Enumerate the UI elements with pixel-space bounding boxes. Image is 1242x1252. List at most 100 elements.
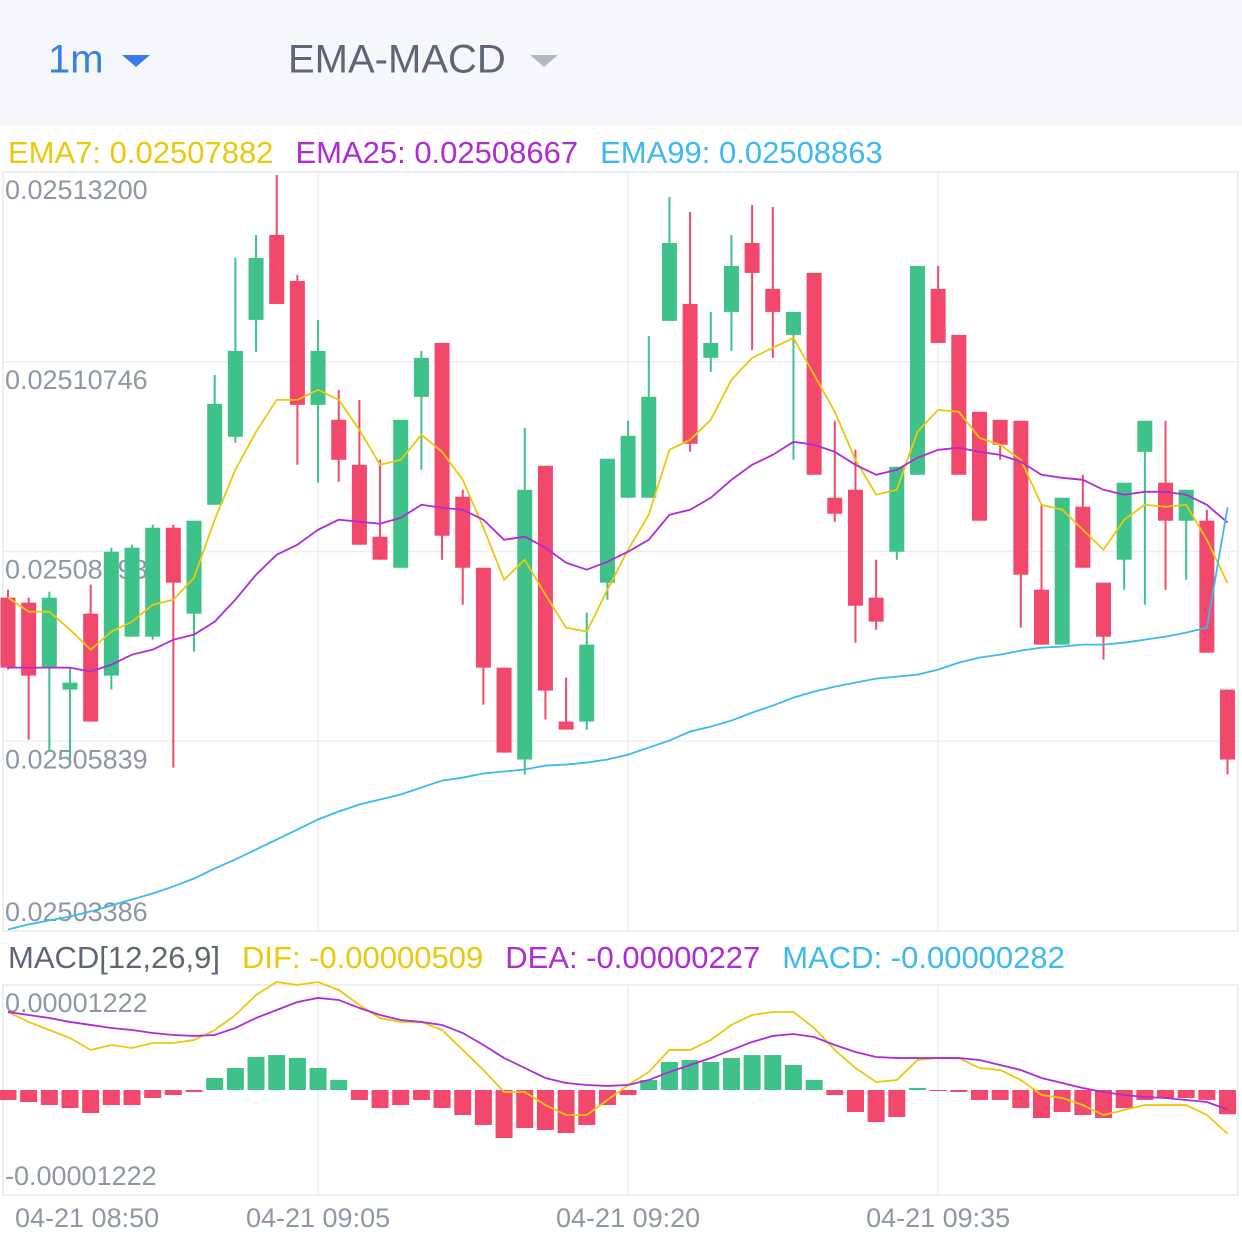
y-tick-label: 0.02513200 bbox=[5, 175, 148, 205]
histogram-bar bbox=[164, 1090, 182, 1095]
histogram-bar bbox=[784, 1064, 802, 1090]
candle-body bbox=[1096, 582, 1112, 637]
candle-body bbox=[1054, 497, 1070, 645]
candle-body bbox=[248, 257, 264, 320]
candle-body bbox=[331, 419, 347, 460]
interval-dropdown-arrow[interactable] bbox=[122, 55, 150, 67]
candle-body bbox=[393, 419, 409, 568]
histogram-bar bbox=[40, 1090, 58, 1106]
histogram-bar bbox=[309, 1068, 327, 1090]
candle-body bbox=[1158, 482, 1174, 521]
candle-body bbox=[351, 464, 367, 545]
indicator-selector[interactable]: EMA-MACD bbox=[288, 38, 506, 82]
candle-body bbox=[620, 435, 636, 498]
histogram-bar bbox=[722, 1057, 740, 1090]
candle-body bbox=[703, 342, 719, 358]
candle-body bbox=[434, 342, 450, 536]
y-tick-label: -0.00001222 bbox=[5, 1161, 157, 1191]
candle-body bbox=[517, 489, 533, 760]
x-tick-label: 04-21 08:50 bbox=[15, 1203, 159, 1233]
candle-body bbox=[186, 520, 202, 614]
histogram-bar bbox=[598, 1090, 616, 1106]
histogram-bar bbox=[123, 1090, 141, 1106]
x-tick-label: 04-21 09:35 bbox=[866, 1203, 1010, 1233]
candle-body bbox=[83, 613, 99, 722]
candle-body bbox=[1220, 689, 1236, 760]
legend-entry: MACD: -0.00000282 bbox=[782, 940, 1065, 975]
y-tick-label: 0.02510746 bbox=[5, 365, 148, 395]
candle-body bbox=[744, 242, 760, 273]
candle-body bbox=[455, 496, 471, 568]
indicator-line bbox=[7, 997, 1228, 1111]
interval-selector[interactable]: 1m bbox=[48, 38, 104, 82]
candle-body bbox=[310, 350, 326, 405]
histogram-bar bbox=[1219, 1090, 1237, 1115]
candle-body bbox=[930, 288, 946, 343]
indicator-dropdown-arrow[interactable] bbox=[530, 55, 558, 67]
histogram-bar bbox=[908, 1088, 926, 1090]
candle-body bbox=[165, 527, 181, 583]
candle-body bbox=[124, 547, 140, 637]
indicator-line bbox=[8, 440, 1229, 673]
histogram-bar bbox=[433, 1090, 451, 1109]
candle-body bbox=[103, 551, 119, 676]
legend-entry: EMA99: 0.02508863 bbox=[600, 135, 883, 170]
histogram-bar bbox=[1074, 1090, 1092, 1116]
candle-body bbox=[496, 667, 512, 753]
histogram-bar bbox=[640, 1080, 658, 1090]
legend-entry: DEA: -0.00000227 bbox=[505, 940, 760, 975]
histogram-bar bbox=[1157, 1090, 1175, 1098]
histogram-bar bbox=[268, 1055, 286, 1090]
histogram-bar bbox=[619, 1090, 637, 1095]
candle-body bbox=[992, 419, 1008, 445]
histogram-bar bbox=[1136, 1090, 1154, 1100]
histogram-bar bbox=[991, 1090, 1009, 1100]
histogram-bar bbox=[474, 1090, 492, 1125]
candle-body bbox=[537, 465, 553, 691]
x-tick-label: 04-21 09:20 bbox=[556, 1203, 700, 1233]
candle-body bbox=[1137, 420, 1153, 452]
candle-body bbox=[372, 536, 388, 560]
histogram-bar bbox=[557, 1090, 575, 1134]
histogram-bar bbox=[1033, 1090, 1050, 1119]
histogram-bar bbox=[371, 1090, 389, 1109]
candle-body bbox=[579, 644, 595, 722]
candle-body bbox=[227, 350, 243, 437]
legend-entry: DIF: -0.00000509 bbox=[242, 940, 483, 975]
candle-body bbox=[723, 265, 739, 312]
y-tick-label: 0.02508293 bbox=[5, 555, 148, 585]
histogram-bar bbox=[826, 1090, 844, 1095]
histogram-bar bbox=[867, 1090, 885, 1123]
candle-body bbox=[661, 242, 677, 321]
histogram-bar bbox=[61, 1090, 79, 1109]
histogram-bar bbox=[454, 1090, 472, 1116]
candle-body bbox=[1013, 420, 1029, 575]
candle-body bbox=[682, 303, 698, 444]
candle-body bbox=[413, 357, 429, 397]
histogram-bar bbox=[764, 1055, 782, 1090]
histogram-bar bbox=[144, 1090, 162, 1098]
legend-entry: EMA25: 0.02508667 bbox=[295, 135, 578, 170]
candle-body bbox=[558, 721, 574, 730]
candle-body bbox=[909, 265, 925, 475]
indicator-line bbox=[7, 336, 1229, 651]
histogram-bar bbox=[0, 1090, 17, 1100]
candle-body bbox=[889, 466, 905, 552]
histogram-bar bbox=[888, 1090, 906, 1117]
histogram-bar bbox=[743, 1055, 761, 1090]
candle-body bbox=[475, 567, 491, 668]
candle-body bbox=[1075, 506, 1091, 568]
histogram-bar bbox=[970, 1090, 988, 1100]
candle-body bbox=[951, 334, 967, 475]
candle-body bbox=[21, 602, 37, 676]
histogram-bar bbox=[1198, 1090, 1216, 1100]
histogram-bar bbox=[82, 1090, 100, 1114]
histogram-bar bbox=[660, 1061, 678, 1090]
histogram-bar bbox=[412, 1090, 430, 1100]
candle-body bbox=[641, 396, 657, 498]
candle-body bbox=[62, 682, 78, 690]
histogram-bar bbox=[950, 1090, 968, 1092]
candle-body bbox=[41, 597, 57, 668]
